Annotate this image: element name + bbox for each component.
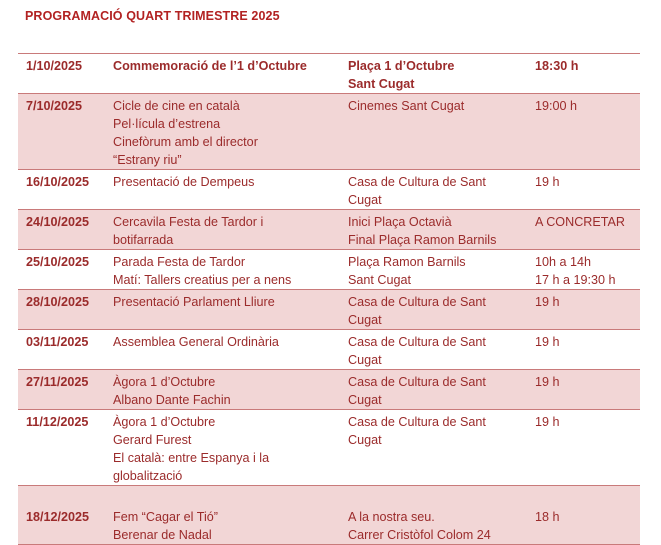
date-cell: 18/12/2025: [26, 510, 90, 524]
activity-cell: Assemblea General Ordinària: [113, 335, 279, 349]
table-row: 16/10/2025 Presentació de Dempeus Casa d…: [18, 170, 640, 210]
place-cell: Plaça Ramon Barnils Sant Cugat: [348, 255, 466, 287]
time-cell: 19 h: [535, 335, 560, 349]
activity-cell: Presentació Parlament Lliure: [113, 295, 275, 309]
place-cell: Casa de Cultura de Sant Cugat: [348, 295, 486, 327]
date-cell: 7/10/2025: [26, 99, 83, 113]
activity-cell: Àgora 1 d’Octubre Albano Dante Fachin: [113, 375, 231, 407]
time-cell: 10h a 14h 17 h a 19:30 h: [535, 255, 616, 287]
date-cell: 28/10/2025: [26, 295, 90, 309]
time-cell: A CONCRETAR: [535, 215, 626, 229]
table-row: 11/12/2025 Àgora 1 d’Octubre Gerard Fures…: [18, 410, 640, 486]
place-cell: A la nostra seu. Carrer Cristòfol Colom 2…: [348, 510, 491, 542]
date-cell: 03/11/2025: [26, 335, 89, 349]
place-cell: Casa de Cultura de Sant Cugat: [348, 175, 486, 207]
time-cell: 18 h: [535, 510, 560, 524]
date-cell: 16/10/2025: [26, 175, 90, 189]
place-cell: Casa de Cultura de Sant Cugat: [348, 335, 486, 367]
schedule-table: 1/10/2025 Commemoració de l’1 d’Octubre …: [18, 53, 640, 545]
place-cell: Plaça 1 d’Octubre Sant Cugat: [348, 59, 455, 91]
time-cell: 19 h: [535, 175, 560, 189]
table-row: 1/10/2025 Commemoració de l’1 d’Octubre …: [18, 54, 640, 94]
table-row: 24/10/2025 Cercavila Festa de Tardor i bo…: [18, 210, 640, 250]
activity-cell: Commemoració de l’1 d’Octubre: [113, 59, 307, 73]
time-cell: 19:00 h: [535, 99, 578, 113]
table-row: 03/11/2025 Assemblea General Ordinària C…: [18, 330, 640, 370]
time-cell: 18:30 h: [535, 59, 579, 73]
page-title: PROGRAMACIÓ QUART TRIMESTRE 2025: [25, 9, 280, 23]
activity-cell: Parada Festa de Tardor Matí: Tallers crea…: [113, 255, 292, 287]
date-cell: 27/11/2025: [26, 375, 89, 389]
date-cell: 11/12/2025: [26, 415, 89, 429]
activity-cell: Cercavila Festa de Tardor i botifarrada: [113, 215, 264, 247]
table-row: 7/10/2025 Cicle de cine en català Pel·líc…: [18, 94, 640, 170]
activity-cell: Presentació de Dempeus: [113, 175, 255, 189]
table-row: 18/12/2025 Fem “Cagar el Tió” Berenar de …: [18, 486, 640, 545]
place-cell: Casa de Cultura de Sant Cugat: [348, 375, 486, 407]
activity-cell: Fem “Cagar el Tió” Berenar de Nadal: [113, 510, 218, 542]
time-cell: 19 h: [535, 415, 560, 429]
table-row: 27/11/2025 Àgora 1 d’Octubre Albano Dante…: [18, 370, 640, 410]
place-cell: Cinemes Sant Cugat: [348, 99, 465, 113]
place-cell: Casa de Cultura de Sant Cugat: [348, 415, 486, 447]
date-cell: 24/10/2025: [26, 215, 90, 229]
activity-cell: Àgora 1 d’Octubre Gerard Furest El català:…: [113, 415, 270, 483]
place-cell: Inici Plaça Octavià Final Plaça Ramon Bar…: [348, 215, 497, 247]
table-row: 25/10/2025 Parada Festa de Tardor Matí: T…: [18, 250, 640, 290]
activity-cell: Cicle de cine en català Pel·lícula d’estr…: [113, 99, 258, 167]
table-row: 28/10/2025 Presentació Parlament Lliure …: [18, 290, 640, 330]
time-cell: 19 h: [535, 295, 560, 309]
date-cell: 1/10/2025: [26, 59, 83, 73]
date-cell: 25/10/2025: [26, 255, 90, 269]
time-cell: 19 h: [535, 375, 560, 389]
